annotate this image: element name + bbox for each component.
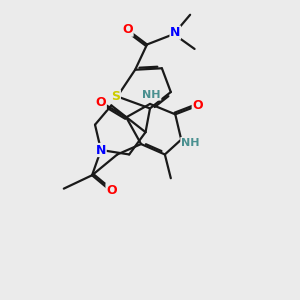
Text: NH: NH — [181, 138, 200, 148]
Text: S: S — [111, 90, 120, 103]
Text: N: N — [170, 26, 181, 39]
Text: O: O — [122, 23, 133, 36]
Text: O: O — [96, 96, 106, 109]
Text: O: O — [192, 99, 203, 112]
Text: O: O — [106, 184, 117, 196]
Text: N: N — [96, 143, 106, 157]
Text: NH: NH — [142, 90, 161, 100]
